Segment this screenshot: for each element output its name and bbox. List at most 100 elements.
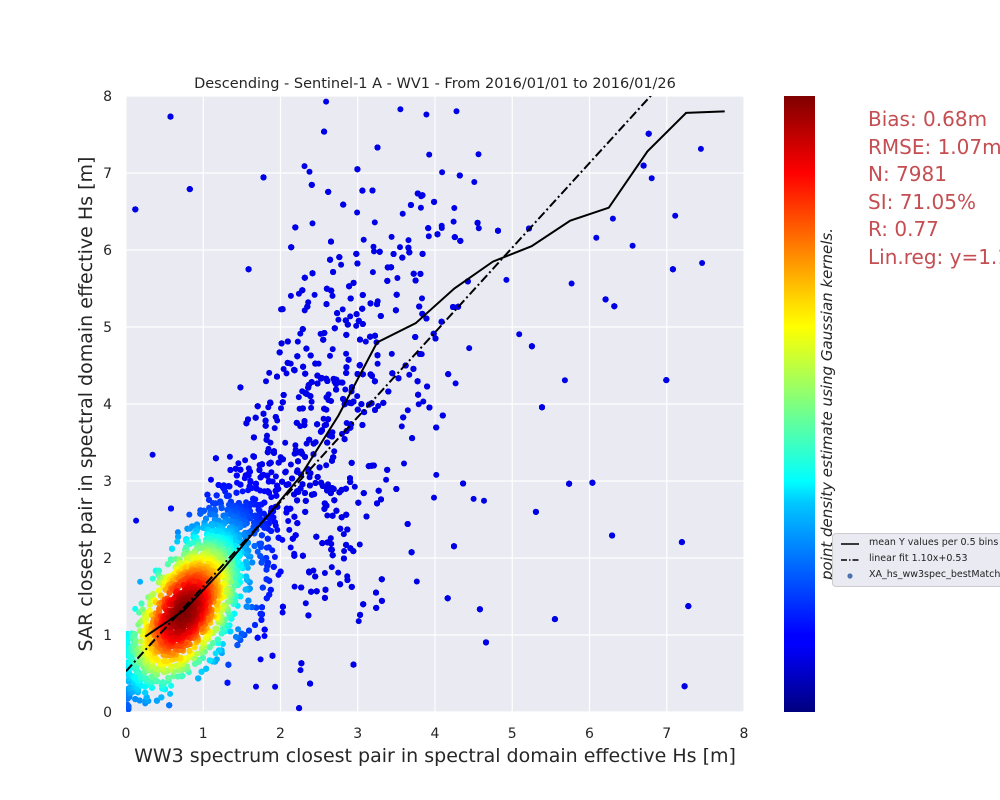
- scatter-point: [320, 336, 327, 343]
- scatter-point: [243, 420, 250, 427]
- scatter-point: [314, 380, 321, 387]
- scatter-point: [282, 439, 289, 446]
- scatter-point: [261, 633, 268, 639]
- scatter-point: [340, 201, 347, 208]
- scatter-point: [453, 108, 460, 115]
- scatter-point: [250, 434, 257, 441]
- scatter-point: [399, 210, 406, 217]
- scatter-point: [371, 248, 377, 255]
- scatter-point: [288, 244, 295, 251]
- scatter-point: [212, 650, 219, 657]
- scatter-point: [697, 145, 704, 152]
- scatter-point: [212, 455, 219, 462]
- scatter-point: [384, 277, 391, 284]
- scatter-point: [423, 315, 430, 322]
- scatter-point: [256, 467, 263, 473]
- scatter-point: [137, 578, 144, 585]
- scatter-point: [275, 571, 282, 578]
- scatter-point: [333, 507, 340, 514]
- scatter-point: [266, 369, 273, 376]
- scatter-point: [358, 401, 365, 408]
- scatter-point: [264, 449, 271, 456]
- scatter-point: [551, 616, 558, 623]
- scatter-point: [309, 270, 316, 277]
- scatter-point: [528, 343, 535, 350]
- scatter-point: [263, 595, 270, 602]
- scatter-point: [319, 540, 326, 547]
- scatter-point: [291, 513, 298, 520]
- scatter-point: [416, 351, 423, 357]
- scatter-point: [257, 610, 264, 617]
- scatter-point: [426, 404, 433, 411]
- scatter-point: [225, 661, 232, 668]
- scatter-point: [378, 496, 384, 503]
- scatter-point: [296, 705, 303, 712]
- scatter-point: [242, 586, 249, 593]
- scatter-point: [359, 292, 366, 298]
- scatter-point: [372, 332, 378, 339]
- scatter-point: [347, 545, 354, 552]
- scatter-point: [378, 576, 385, 583]
- scatter-point: [267, 439, 274, 446]
- scatter-point: [495, 227, 501, 234]
- scatter-point: [404, 521, 411, 527]
- scatter-point: [294, 338, 301, 345]
- scatter-point: [287, 292, 294, 299]
- scatter-point: [220, 625, 227, 632]
- scatter-point: [566, 480, 573, 487]
- scatter-point: [291, 367, 298, 374]
- scatter-point: [328, 238, 334, 245]
- scatter-point: [314, 474, 321, 480]
- scatter-point: [373, 589, 379, 596]
- scatter-point: [383, 476, 390, 483]
- scatter-point: [237, 384, 244, 391]
- scatter-point: [312, 480, 319, 486]
- scatter-point: [300, 363, 307, 370]
- scatter-point: [367, 300, 374, 307]
- scatter-point: [307, 352, 314, 359]
- scatter-point: [392, 307, 399, 314]
- scatter-point: [354, 406, 361, 413]
- scatter-point: [284, 338, 291, 345]
- scatter-point: [136, 697, 143, 704]
- scatter-point: [329, 457, 335, 464]
- scatter-point: [417, 204, 424, 211]
- scatter-point: [269, 652, 276, 659]
- scatter-point: [299, 326, 306, 333]
- scatter-point: [213, 492, 220, 499]
- scatter-point: [254, 634, 261, 641]
- scatter-point: [362, 338, 369, 345]
- scatter-point: [367, 371, 374, 378]
- scatter-point: [299, 388, 306, 395]
- scatter-point: [321, 594, 328, 601]
- scatter-point: [321, 422, 328, 429]
- scatter-point: [414, 378, 421, 385]
- scatter-point: [371, 378, 378, 385]
- scatter-point: [218, 505, 225, 512]
- scatter-point: [242, 457, 249, 464]
- scatter-point: [343, 350, 350, 357]
- scatter-point: [432, 335, 439, 342]
- scatter-point: [374, 301, 380, 308]
- scatter-point: [306, 568, 313, 575]
- scatter-point: [410, 365, 417, 372]
- scatter-point: [301, 274, 308, 281]
- scatter-point: [410, 270, 417, 277]
- scatter-point: [398, 423, 405, 430]
- scatter-point: [439, 412, 446, 419]
- scatter-point: [640, 162, 647, 169]
- scatter-point: [367, 333, 374, 340]
- scatter-point: [351, 483, 358, 490]
- scatter-point: [420, 398, 427, 405]
- scatter-point: [245, 487, 252, 494]
- scatter-point: [308, 588, 315, 595]
- scatter-point: [260, 174, 267, 181]
- scatter-point: [425, 233, 432, 240]
- scatter-point: [306, 168, 313, 175]
- scatter-point: [457, 237, 464, 244]
- scatter-point: [325, 188, 332, 195]
- scatter-point: [456, 172, 463, 179]
- scatter-point: [324, 512, 331, 519]
- scatter-point: [325, 397, 332, 404]
- scatter-point: [424, 383, 431, 390]
